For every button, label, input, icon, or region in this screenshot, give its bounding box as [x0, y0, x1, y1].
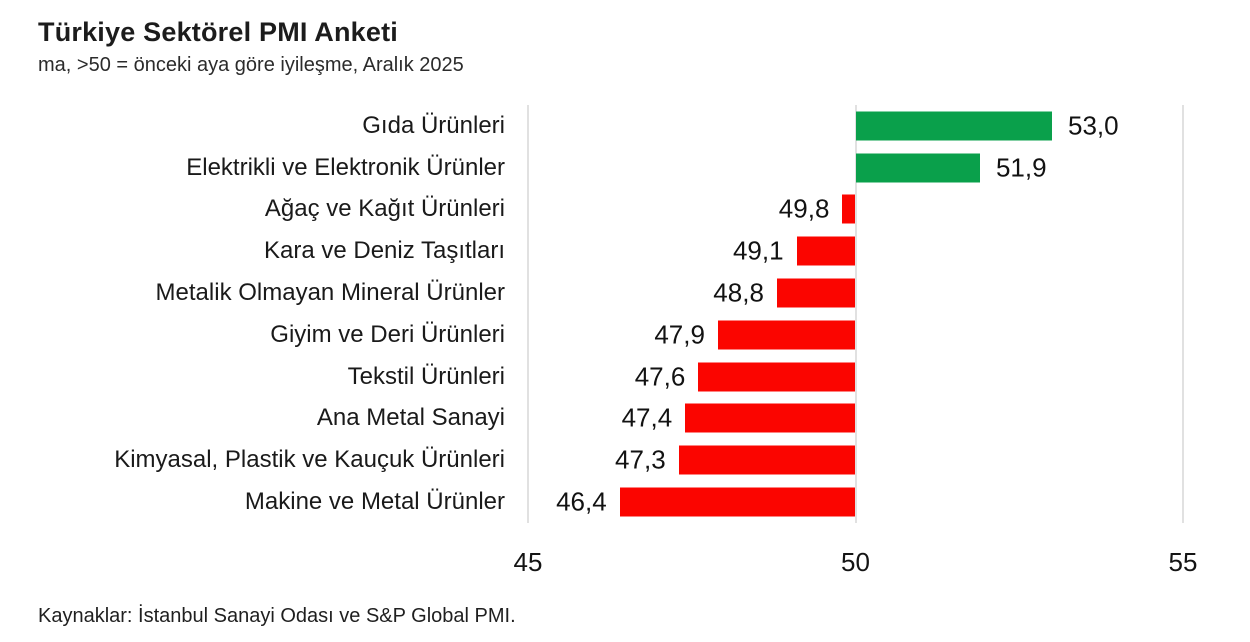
bar — [678, 445, 856, 475]
plot-cell: 46,4 — [528, 481, 1250, 523]
bar-row: Makine ve Metal Ürünler 46,4 — [0, 481, 1250, 523]
bar — [717, 320, 856, 350]
bar — [685, 403, 856, 433]
category-label: Tekstil Ürünleri — [347, 362, 505, 390]
bar-row: Gıda Ürünleri 53,0 — [0, 105, 1250, 147]
category-label: Makine ve Metal Ürünler — [244, 488, 505, 516]
bar-row: Tekstil Ürünleri 47,6 — [0, 356, 1250, 398]
source-note: Kaynaklar: İstanbul Sanayi Odası ve S&P … — [38, 605, 516, 627]
category-label: Ağaç ve Kağıt Ürünleri — [264, 195, 505, 223]
category-label: Kara ve Deniz Taşıtları — [264, 237, 505, 265]
plot-cell: 47,4 — [528, 398, 1250, 440]
plot-cell: 47,6 — [528, 356, 1250, 398]
bar-row: Kimyasal, Plastik ve Kauçuk Ürünleri 47,3 — [0, 439, 1250, 481]
plot-cell: 47,9 — [528, 314, 1250, 356]
bar — [855, 153, 980, 183]
value-label: 48,8 — [713, 277, 764, 308]
chart-title: Türkiye Sektörel PMI Anketi — [38, 17, 399, 47]
plot-cell: 49,1 — [528, 230, 1250, 272]
value-label: 47,3 — [615, 444, 666, 475]
x-axis: 45 50 55 — [0, 547, 1250, 581]
chart-subtitle: ma, >50 = önceki aya göre iyileşme, Aral… — [38, 54, 464, 77]
bar-rows: Gıda Ürünleri 53,0 Elektrikli ve Elektroni… — [0, 105, 1250, 523]
plot-cell: 53,0 — [528, 105, 1250, 147]
value-label: 46,4 — [556, 486, 607, 517]
bar-row: Elektrikli ve Elektronik Ürünler 51,9 — [0, 147, 1250, 189]
x-tick: 45 — [513, 547, 543, 577]
plot-cell: 49,8 — [528, 189, 1250, 231]
value-label: 53,0 — [1068, 110, 1119, 141]
plot-cell: 48,8 — [528, 272, 1250, 314]
chart-header: Türkiye Sektörel PMI Anketi ma, >50 = ön… — [38, 16, 464, 77]
bar — [842, 194, 856, 224]
category-label: Gıda Ürünleri — [362, 111, 505, 139]
bar-row: Ana Metal Sanayi 47,4 — [0, 398, 1250, 440]
bar — [698, 362, 856, 392]
category-label: Elektrikli ve Elektronik Ürünler — [186, 153, 505, 181]
category-label: Ana Metal Sanayi — [316, 404, 505, 432]
category-label: Giyim ve Deri Ürünleri — [270, 320, 505, 348]
bar — [776, 278, 856, 308]
category-label: Kimyasal, Plastik ve Kauçuk Ürünleri — [114, 446, 505, 474]
value-label: 49,1 — [732, 235, 784, 266]
bar — [796, 236, 856, 266]
x-tick: 55 — [1168, 547, 1198, 577]
value-label: 51,9 — [995, 152, 1047, 183]
x-tick: 50 — [841, 547, 870, 577]
plot-cell: 47,3 — [528, 439, 1250, 481]
value-label: 47,4 — [621, 402, 673, 433]
value-label: 47,6 — [634, 361, 686, 392]
bar-row: Giyim ve Deri Ürünleri 47,9 — [0, 314, 1250, 356]
value-label: 49,8 — [778, 193, 830, 224]
bar-row: Metalik Olmayan Mineral Ürünler 48,8 — [0, 272, 1250, 314]
value-label: 47,9 — [654, 319, 705, 350]
bar-row: Kara ve Deniz Taşıtları 49,1 — [0, 230, 1250, 272]
category-label: Metalik Olmayan Mineral Ürünler — [155, 279, 505, 307]
bar-row: Ağaç ve Kağıt Ürünleri 49,8 — [0, 189, 1250, 231]
plot-cell: 51,9 — [528, 147, 1250, 189]
bar — [855, 111, 1052, 141]
bar — [619, 487, 856, 517]
